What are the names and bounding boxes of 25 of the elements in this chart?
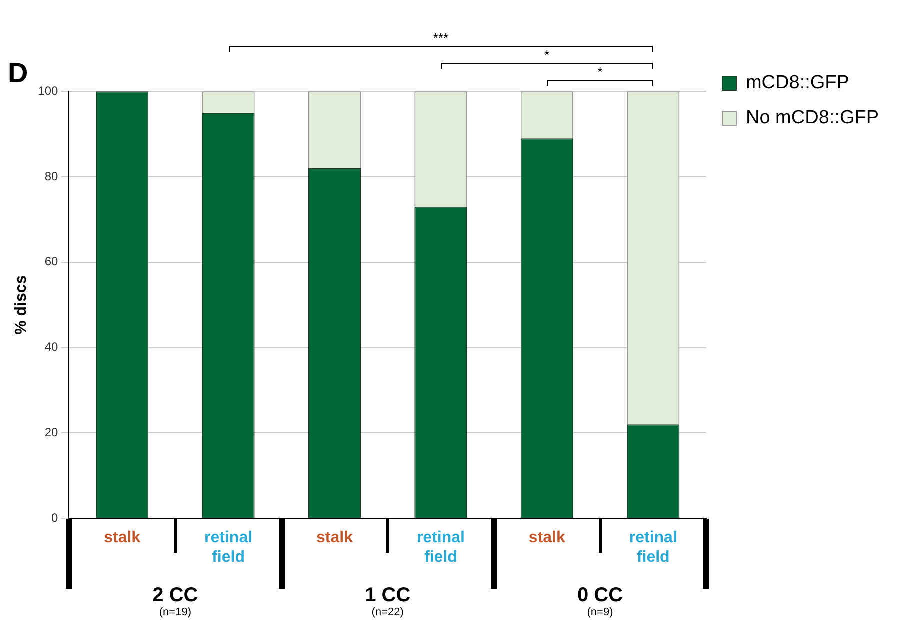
text: (n=19) <box>159 606 192 619</box>
text: * <box>544 48 550 63</box>
text: *** <box>433 30 449 46</box>
legend-label: No mCD8::GFP <box>746 108 880 129</box>
x-tick-label: stalk <box>104 530 141 547</box>
text: (n=9) <box>587 606 614 619</box>
y-tick-label: 40 <box>44 340 59 354</box>
text: 1 CC <box>365 584 411 607</box>
y-axis-title: % discs <box>13 275 30 335</box>
chart-title: D <box>8 58 28 89</box>
y-tick-label: 60 <box>44 254 59 269</box>
x-tick-label: stalk <box>528 530 566 547</box>
text: * <box>598 64 603 80</box>
x-tick-label: retinal field <box>204 530 253 566</box>
x-tick-label: retinal field <box>416 530 465 566</box>
text: 0 CC <box>577 584 624 607</box>
text: (n=22) <box>372 606 404 619</box>
y-tick-label: 0 <box>52 510 59 525</box>
legend-label: mCD8::GFP <box>746 72 850 94</box>
y-tick-label: 80 <box>44 169 59 184</box>
x-tick-label: retinal field <box>629 530 678 566</box>
text: 2 CC <box>152 584 198 607</box>
x-tick-label: stalk <box>316 530 354 547</box>
y-tick-label: 100 <box>38 84 59 98</box>
y-tick-label: 20 <box>44 426 59 440</box>
